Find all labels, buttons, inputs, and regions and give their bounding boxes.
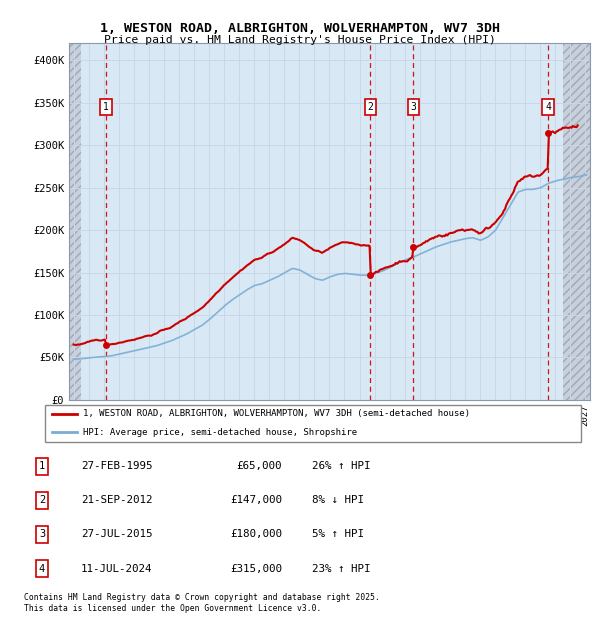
Text: £147,000: £147,000	[230, 495, 282, 505]
Text: 23% ↑ HPI: 23% ↑ HPI	[312, 564, 371, 574]
Text: 27-FEB-1995: 27-FEB-1995	[81, 461, 152, 471]
Bar	[69, 43, 81, 400]
Text: £315,000: £315,000	[230, 564, 282, 574]
Text: 5% ↑ HPI: 5% ↑ HPI	[312, 529, 364, 539]
Text: £65,000: £65,000	[236, 461, 282, 471]
Text: 1, WESTON ROAD, ALBRIGHTON, WOLVERHAMPTON, WV7 3DH: 1, WESTON ROAD, ALBRIGHTON, WOLVERHAMPTO…	[100, 22, 500, 35]
Text: 2: 2	[39, 495, 45, 505]
Text: 1, WESTON ROAD, ALBRIGHTON, WOLVERHAMPTON, WV7 3DH (semi-detached house): 1, WESTON ROAD, ALBRIGHTON, WOLVERHAMPTO…	[83, 409, 470, 419]
Text: 26% ↑ HPI: 26% ↑ HPI	[312, 461, 371, 471]
Text: 1: 1	[39, 461, 45, 471]
Text: Contains HM Land Registry data © Crown copyright and database right 2025.
This d: Contains HM Land Registry data © Crown c…	[24, 593, 380, 613]
Text: 21-SEP-2012: 21-SEP-2012	[81, 495, 152, 505]
Text: 11-JUL-2024: 11-JUL-2024	[81, 564, 152, 574]
FancyBboxPatch shape	[45, 405, 581, 441]
Text: 3: 3	[410, 102, 416, 112]
Text: 4: 4	[545, 102, 551, 112]
Text: 27-JUL-2015: 27-JUL-2015	[81, 529, 152, 539]
Text: 2: 2	[367, 102, 373, 112]
Text: 1: 1	[103, 102, 109, 112]
Text: £180,000: £180,000	[230, 529, 282, 539]
Text: HPI: Average price, semi-detached house, Shropshire: HPI: Average price, semi-detached house,…	[83, 428, 357, 437]
Text: 3: 3	[39, 529, 45, 539]
Text: 4: 4	[39, 564, 45, 574]
Bar	[563, 43, 590, 400]
Text: Price paid vs. HM Land Registry's House Price Index (HPI): Price paid vs. HM Land Registry's House …	[104, 35, 496, 45]
Text: 8% ↓ HPI: 8% ↓ HPI	[312, 495, 364, 505]
